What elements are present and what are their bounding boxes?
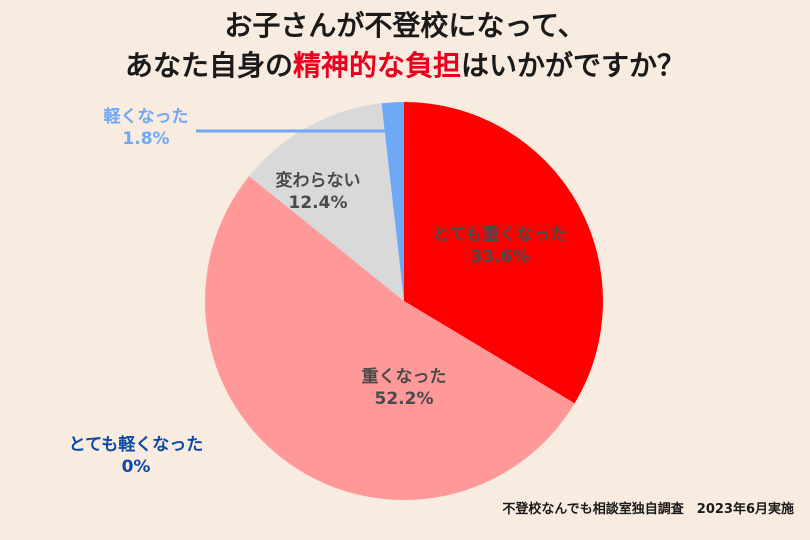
- title-line-1: お子さんが不登校になって、: [224, 9, 586, 42]
- label-lighter-value: 1.8%: [122, 129, 169, 149]
- title-line-2: あなた自身の精神的な負担はいかがですか？: [0, 46, 810, 86]
- label-heavy: 重くなった 52.2%: [362, 366, 447, 409]
- label-heavy-text: 重くなった: [362, 366, 447, 387]
- title-highlight: 精神的な負担: [292, 49, 461, 82]
- label-unchanged-text: 変わらない: [276, 170, 361, 191]
- label-lighter-text: 軽くなった: [104, 106, 189, 127]
- slice-heavy: [204, 176, 575, 501]
- label-much-lighter-value: 0%: [122, 457, 151, 477]
- label-very-heavy-text: とても重くなった: [433, 224, 568, 245]
- slice-unchanged: [249, 103, 404, 301]
- slice-lighter: [381, 102, 404, 301]
- source-note: 不登校なんでも相談室独自調査 2023年6月実施: [502, 502, 794, 517]
- label-heavy-value: 52.2%: [375, 389, 434, 409]
- label-unchanged-value: 12.4%: [289, 193, 348, 213]
- title-line-2-pre: あなた自身の: [124, 49, 293, 82]
- label-unchanged: 変わらない 12.4%: [276, 170, 361, 213]
- slice-very-heavy: [404, 102, 603, 404]
- chart-title: お子さんが不登校になって、 あなた自身の精神的な負担はいかがですか？: [0, 6, 810, 86]
- label-very-heavy-value: 33.6%: [471, 247, 530, 267]
- label-much-lighter-text: とても軽くなった: [69, 434, 204, 455]
- label-lighter: 軽くなった 1.8%: [104, 106, 189, 149]
- label-much-lighter: とても軽くなった 0%: [69, 434, 204, 477]
- title-line-2-post: はいかがですか？: [461, 49, 686, 82]
- label-very-heavy: とても重くなった 33.6%: [433, 224, 568, 267]
